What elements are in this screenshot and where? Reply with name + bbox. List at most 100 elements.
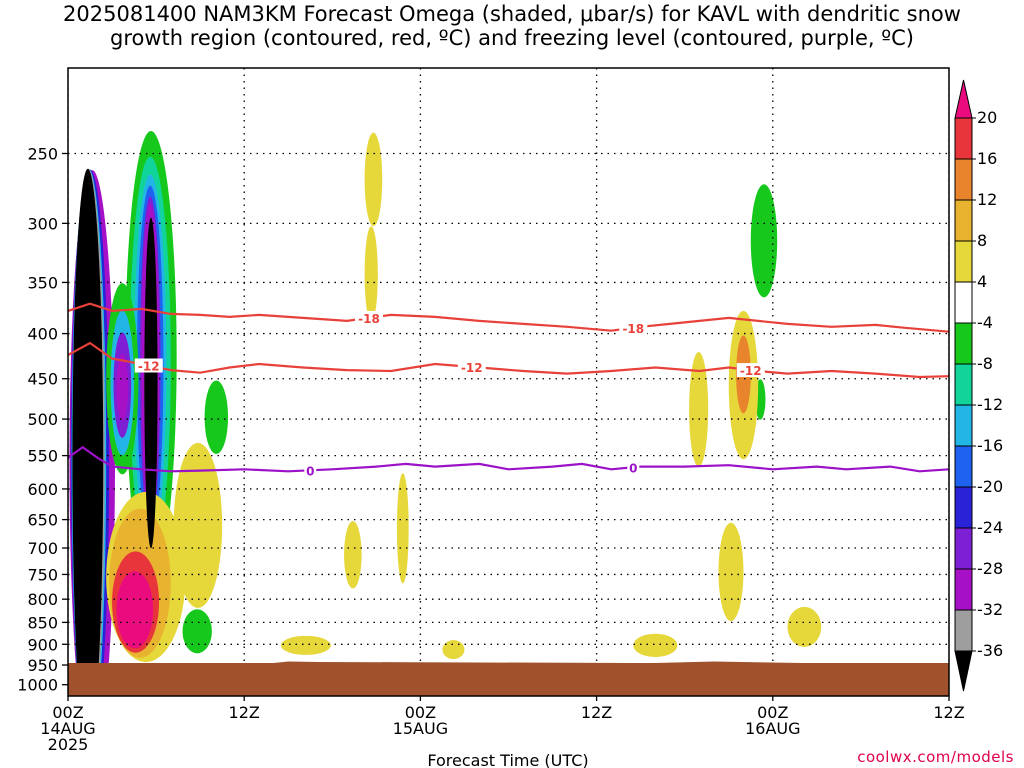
x-tick-label: 16AUG bbox=[745, 719, 800, 738]
contour-label-bg bbox=[457, 359, 486, 374]
x-tick-label: 2025 bbox=[48, 735, 89, 754]
colorbar-label: 12 bbox=[977, 190, 997, 209]
credit-link[interactable]: coolwx.com/models bbox=[857, 748, 1014, 766]
y-tick-label: 850 bbox=[27, 613, 58, 632]
omega-shaded-region bbox=[144, 217, 158, 549]
colorbar-swatch bbox=[954, 445, 973, 488]
colorbar-label: 20 bbox=[977, 108, 997, 127]
colorbar-bottom-arrow bbox=[954, 650, 973, 692]
title-line-2: growth region (contoured, red, ºC) and f… bbox=[110, 26, 914, 50]
colorbar-swatch bbox=[954, 322, 973, 365]
x-tick-label: 12Z bbox=[581, 703, 612, 722]
colorbar-label: -20 bbox=[977, 477, 1003, 496]
x-tick-label: 15AUG bbox=[393, 719, 448, 738]
y-tick-label: 700 bbox=[27, 539, 58, 558]
omega-shaded-region bbox=[364, 132, 383, 227]
colorbar-swatch bbox=[954, 527, 973, 570]
colorbar-label: -24 bbox=[977, 518, 1003, 537]
omega-shaded-region bbox=[442, 640, 465, 660]
omega-shaded-region bbox=[787, 606, 822, 647]
colorbar-swatch bbox=[954, 404, 973, 447]
colorbar: 20 16 12 8 4 -4 -8 -12 -16 -20 -24 -28 -32 -36 bbox=[954, 79, 1003, 692]
y-tick-label: 900 bbox=[27, 635, 58, 654]
colorbar-swatch bbox=[954, 609, 973, 652]
x-tick-label: 00Z bbox=[757, 703, 788, 722]
contour-line bbox=[68, 302, 949, 333]
colorbar-label: 16 bbox=[977, 149, 997, 168]
contour-label-bg bbox=[736, 363, 765, 378]
contour-label: -18 bbox=[622, 322, 644, 336]
contour-label: -12 bbox=[740, 364, 762, 378]
terrain-fill bbox=[68, 661, 949, 696]
colorbar-label: 8 bbox=[977, 231, 987, 250]
y-axis: 250 300 350 400 450 500 550 600 650 700 750 800 850 9… bbox=[17, 144, 68, 695]
y-tick-label: 250 bbox=[27, 144, 58, 163]
plot-frame bbox=[67, 67, 950, 697]
omega-shaded-region bbox=[116, 353, 129, 421]
omega-shaded-region bbox=[633, 633, 678, 658]
contour-label-bg bbox=[355, 310, 384, 325]
colorbar-label: -12 bbox=[977, 395, 1003, 414]
omega-shaded-region bbox=[689, 351, 709, 467]
colorbar-label: -16 bbox=[977, 436, 1003, 455]
title-line-1: 2025081400 NAM3KM Forecast Omega (shaded… bbox=[63, 2, 961, 26]
contour-label: -18 bbox=[358, 312, 380, 326]
y-tick-label: 950 bbox=[27, 656, 58, 675]
colorbar-label: 4 bbox=[977, 272, 987, 291]
omega-shaded-region bbox=[750, 184, 778, 298]
y-tick-label: 350 bbox=[27, 273, 58, 292]
omega-shaded-region bbox=[204, 380, 229, 454]
colorbar-swatch bbox=[954, 240, 973, 283]
contour-layer: -18 -18 -12 -12 -12 0 0 bbox=[68, 302, 949, 478]
omega-shaded-region bbox=[364, 226, 378, 322]
contour-label: 0 bbox=[306, 464, 314, 478]
colorbar-label: -32 bbox=[977, 600, 1003, 619]
y-tick-label: 550 bbox=[27, 447, 58, 466]
y-tick-label: 500 bbox=[27, 410, 58, 429]
colorbar-label: -28 bbox=[977, 559, 1003, 578]
colorbar-top-arrow bbox=[954, 79, 973, 119]
contour-label: -12 bbox=[138, 360, 160, 374]
colorbar-swatch bbox=[954, 117, 973, 160]
omega-shaded-region bbox=[72, 168, 104, 696]
contour-label-bg bbox=[304, 463, 317, 478]
x-tick-label: 12Z bbox=[933, 703, 964, 722]
omega-shaded-region bbox=[173, 442, 223, 608]
colorbar-swatch bbox=[954, 199, 973, 242]
omega-cell-backdrop bbox=[116, 571, 154, 649]
y-tick-label: 450 bbox=[27, 370, 58, 389]
x-tick-label: 00Z bbox=[405, 703, 436, 722]
y-tick-label: 600 bbox=[27, 480, 58, 499]
x-tick-label: 12Z bbox=[229, 703, 260, 722]
omega-shaded-region bbox=[280, 635, 331, 655]
colorbar-label: -8 bbox=[977, 354, 993, 373]
colorbar-swatch bbox=[954, 568, 973, 611]
y-tick-label: 1000 bbox=[17, 676, 58, 695]
y-tick-label: 650 bbox=[27, 511, 58, 530]
chart-title: 2025081400 NAM3KM Forecast Omega (shaded… bbox=[0, 2, 1024, 50]
colorbar-swatch bbox=[954, 281, 973, 324]
y-tick-label: 400 bbox=[27, 325, 58, 344]
contour-label-bg bbox=[619, 320, 648, 335]
colorbar-label: -4 bbox=[977, 313, 993, 332]
contour-label-bg bbox=[134, 358, 163, 373]
y-tick-label: 800 bbox=[27, 590, 58, 609]
x-axis-label: Forecast Time (UTC) bbox=[427, 751, 588, 768]
x-tick-label: 14AUG bbox=[40, 719, 95, 738]
contour-label-bg bbox=[627, 460, 640, 475]
contour-line bbox=[68, 445, 949, 473]
y-tick-label: 300 bbox=[27, 214, 58, 233]
colorbar-label: -36 bbox=[977, 641, 1003, 660]
colorbar-swatch bbox=[954, 158, 973, 201]
terrain-layer bbox=[68, 661, 949, 696]
omega-shaded-region bbox=[718, 522, 744, 622]
grid-layer bbox=[68, 68, 949, 696]
omega-shaded-region bbox=[396, 473, 409, 584]
y-tick-label: 750 bbox=[27, 565, 58, 584]
x-tick-label: 00Z bbox=[52, 703, 83, 722]
contour-label: 0 bbox=[629, 461, 637, 475]
colorbar-swatch bbox=[954, 363, 973, 406]
contour-label: -12 bbox=[461, 361, 483, 375]
